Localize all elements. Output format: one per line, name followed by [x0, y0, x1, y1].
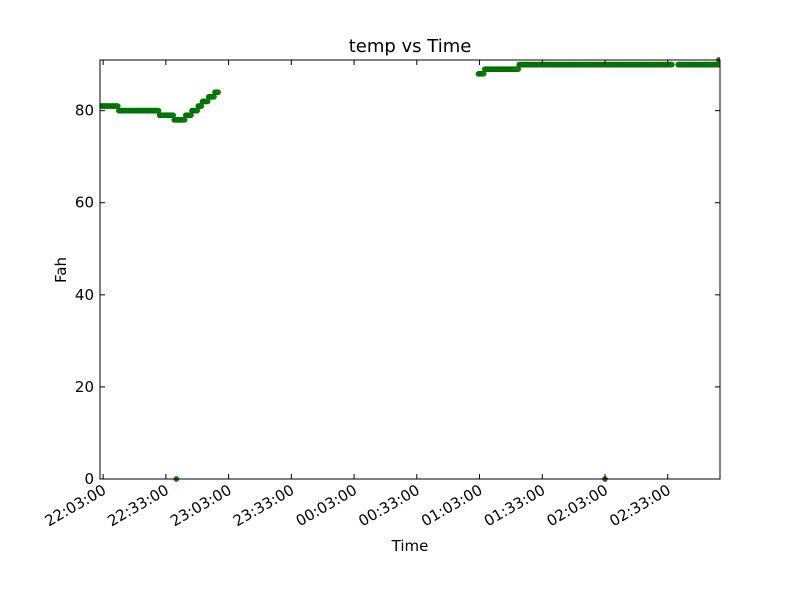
data-point — [215, 89, 221, 96]
chart-title: temp vs Time — [349, 36, 472, 57]
y-tick-label: 80 — [75, 102, 94, 120]
data-points-group — [100, 57, 720, 482]
x-tick-label: 02:33:00 — [606, 481, 673, 530]
data-point — [515, 66, 522, 73]
x-tick-label: 00:33:00 — [355, 481, 422, 530]
x-tick-label: 22:03:00 — [42, 481, 109, 530]
x-axis-ticks: 22:03:0022:33:0023:03:0023:33:0000:03:00… — [42, 60, 674, 530]
x-tick-label: 01:03:00 — [418, 481, 485, 530]
y-tick-label: 60 — [75, 194, 94, 212]
y-tick-label: 0 — [84, 470, 94, 488]
plot-frame — [99, 59, 721, 480]
data-point — [211, 94, 217, 100]
y-axis-ticks: 0 20 40 60 80 — [75, 102, 720, 488]
data-point — [114, 103, 121, 109]
y-tick-label: 20 — [75, 378, 94, 396]
x-axis-label: Time — [391, 537, 429, 555]
x-tick-label: 01:33:00 — [481, 481, 548, 530]
x-tick-label: 02:03:00 — [544, 481, 611, 530]
data-point — [669, 61, 675, 68]
data-point — [717, 61, 720, 68]
x-tick-label: 22:33:00 — [105, 481, 172, 530]
x-tick-label: 23:03:00 — [167, 481, 234, 530]
x-tick-label: 00:03:00 — [293, 481, 360, 530]
data-point — [181, 117, 188, 123]
data-point — [170, 112, 176, 119]
y-axis-label: Fah — [52, 257, 70, 283]
data-point — [194, 107, 201, 114]
x-tick-label: 23:33:00 — [230, 481, 297, 530]
y-tick-label: 40 — [75, 286, 94, 304]
